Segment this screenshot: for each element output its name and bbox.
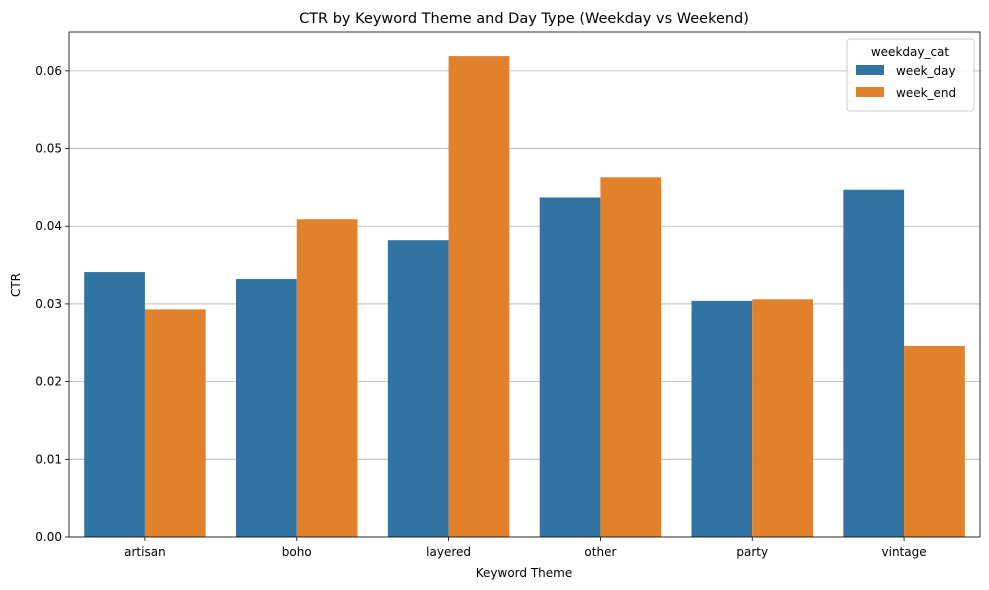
y-tick-label: 0.01 <box>35 452 62 466</box>
bar-week-end-party <box>752 299 813 537</box>
x-axis-label: Keyword Theme <box>476 566 572 580</box>
y-tick-label: 0.06 <box>35 64 62 78</box>
legend-title: weekday_cat <box>871 45 950 59</box>
bar-week-end-layered <box>448 56 510 537</box>
y-tick-label: 0.04 <box>35 219 62 233</box>
y-tick-label: 0.03 <box>35 297 62 311</box>
y-axis: 0.00 0.01 0.02 0.03 0.04 0.05 0.06 <box>35 64 69 544</box>
bar-week-end-vintage <box>904 345 965 537</box>
x-tick-label: layered <box>426 545 471 559</box>
x-axis: artisan boho layered other party vintage <box>124 537 927 559</box>
legend-entry-week-end: week_end <box>896 86 956 100</box>
legend-entry-week-day: week_day <box>896 64 956 78</box>
x-tick-label: other <box>584 545 616 559</box>
bar-week-day-artisan <box>84 272 145 537</box>
bar-week-day-party <box>691 300 753 537</box>
bar-week-day-vintage <box>843 189 905 537</box>
x-tick-label: party <box>736 545 768 559</box>
y-axis-label: CTR <box>9 273 23 297</box>
y-tick-label: 0.00 <box>35 530 62 544</box>
plot-frame <box>68 31 981 538</box>
chart-title: CTR by Keyword Theme and Day Type (Weekd… <box>299 11 749 27</box>
bar-week-end-artisan <box>144 309 206 537</box>
legend-swatch-week-day <box>856 65 884 75</box>
x-tick-label: artisan <box>124 545 166 559</box>
y-tick-label: 0.05 <box>35 142 62 156</box>
bars <box>84 56 965 538</box>
bar-week-end-other <box>600 177 662 538</box>
bar-week-day-layered <box>387 240 449 537</box>
x-tick-label: boho <box>282 545 312 559</box>
bar-week-day-boho <box>236 279 297 537</box>
legend: weekday_cat week_day week_end <box>846 38 975 112</box>
bar-week-end-boho <box>296 219 358 537</box>
y-tick-label: 0.02 <box>35 375 62 389</box>
x-tick-label: vintage <box>882 545 927 559</box>
legend-swatch-week-end <box>856 87 884 97</box>
bar-week-day-other <box>539 197 601 537</box>
grid-lines <box>69 70 980 538</box>
